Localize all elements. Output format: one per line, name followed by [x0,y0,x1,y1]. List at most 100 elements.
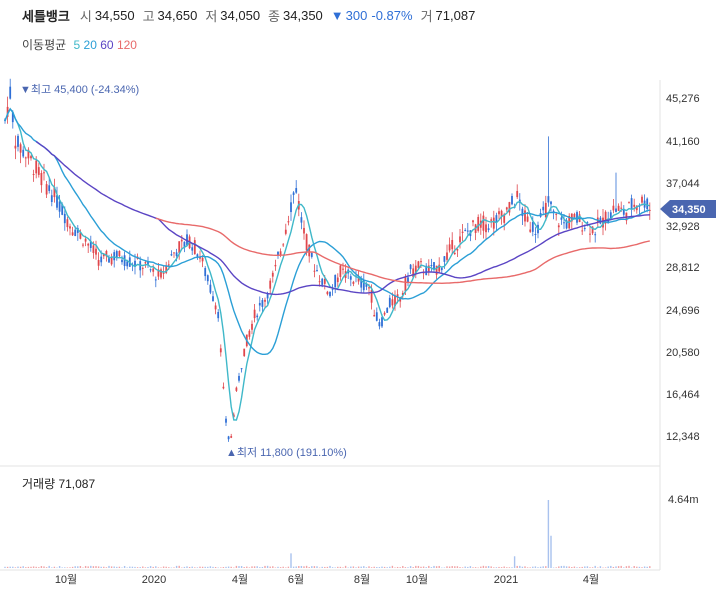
ma-line-120 [155,217,650,285]
volume-bar [51,567,53,568]
volume-bar [558,566,560,568]
candle-body [412,268,415,278]
volume-bar [513,556,516,568]
volume-bar [615,566,617,568]
volume-bar [331,567,334,568]
volume-bar [6,566,9,568]
volume-bar [508,567,511,568]
current-price-label: 34,350 [672,204,706,216]
candle-body [466,230,469,232]
volume-bar [599,566,602,568]
volume-bar [155,566,157,568]
ma-line-20 [4,107,650,355]
ma-5: 5 [73,38,81,52]
candle-body [74,229,77,237]
candle-body [401,292,404,296]
volume-bar [321,566,323,568]
candle-body [604,211,607,224]
open-value: 34,550 [94,7,135,23]
candle-body [248,330,251,337]
volume-bar [222,567,225,568]
stock-header: 세틀뱅크 시 34,550 고 34,650 저 34,050 종 34,350… [22,5,483,25]
volume-axis-tick: 4.64m [668,494,699,506]
volume-bar [105,567,108,568]
candle-body [612,205,615,211]
ma-line-60 [35,140,650,296]
volume-bar [365,567,368,568]
candle-body [329,291,331,297]
volume-bar [638,566,641,568]
volume-bar [607,566,609,568]
candle-body [448,244,451,251]
volume-bar [352,566,355,568]
volume-bar [113,566,115,568]
candle-body [305,234,308,251]
volume-bar [623,567,625,568]
candle-body [183,241,186,247]
candle-body [277,251,279,256]
moving-average-legend[interactable]: 이동평균 5 20 60 120 [22,36,137,53]
volume-bar [565,566,568,568]
volume-bar [443,567,446,568]
volume-bar [103,566,105,568]
volume-bar [74,566,76,568]
candle-body [66,219,69,228]
candle-body [53,186,56,198]
candle-body [313,270,316,272]
volume-bar [4,566,6,568]
volume-bar [324,566,326,568]
candle-body [420,261,422,263]
volume-bar [560,565,563,568]
volume-bar [48,565,50,568]
volume-bar [147,566,149,568]
volume-bar [581,566,583,568]
volume-bar [391,565,394,568]
price-tick: 24,696 [666,305,700,317]
candle-body [360,277,363,288]
candle-body [144,262,147,264]
candle-body [76,227,79,233]
time-axis: 10월 2020 4월 6월 8월 10월 2021 4월 [55,573,599,586]
volume-bar [329,565,331,568]
candle-body [279,251,282,256]
volume-bar [326,566,329,568]
candle-body [526,216,529,222]
volume-bar [649,566,651,568]
candle-body [427,265,430,272]
volume-bar [27,566,30,568]
candle-body [191,247,194,251]
candle-body [274,264,277,267]
volume-bar [77,566,79,568]
candle-body [622,208,625,215]
candle-body [440,267,443,271]
candle-body [446,252,448,260]
volume-bar [519,565,521,568]
candle-body [32,174,35,176]
volume-bar [539,566,542,568]
candle-body [508,202,511,213]
candle-body [56,195,58,208]
candle-body [391,299,394,306]
candle-body [84,238,87,242]
candle-body [310,252,313,257]
volume-bar [303,566,305,568]
candle-body [524,210,526,222]
volume-bar [25,567,27,568]
candle-body [615,208,617,212]
volume-bar [441,567,443,569]
volume-bar [14,567,17,568]
candle-body [451,239,454,250]
volume-bar [100,566,102,568]
volume-bar [136,567,139,568]
candle-body [477,216,480,231]
volume-bar [617,566,620,568]
volume-bar [92,566,95,568]
volume-bar [313,566,316,568]
candle-body [555,213,558,215]
candle-body [251,323,253,330]
candle-body [365,283,368,287]
candle-body [17,135,19,147]
volume-bar [240,566,243,568]
volume-bar [643,566,646,568]
